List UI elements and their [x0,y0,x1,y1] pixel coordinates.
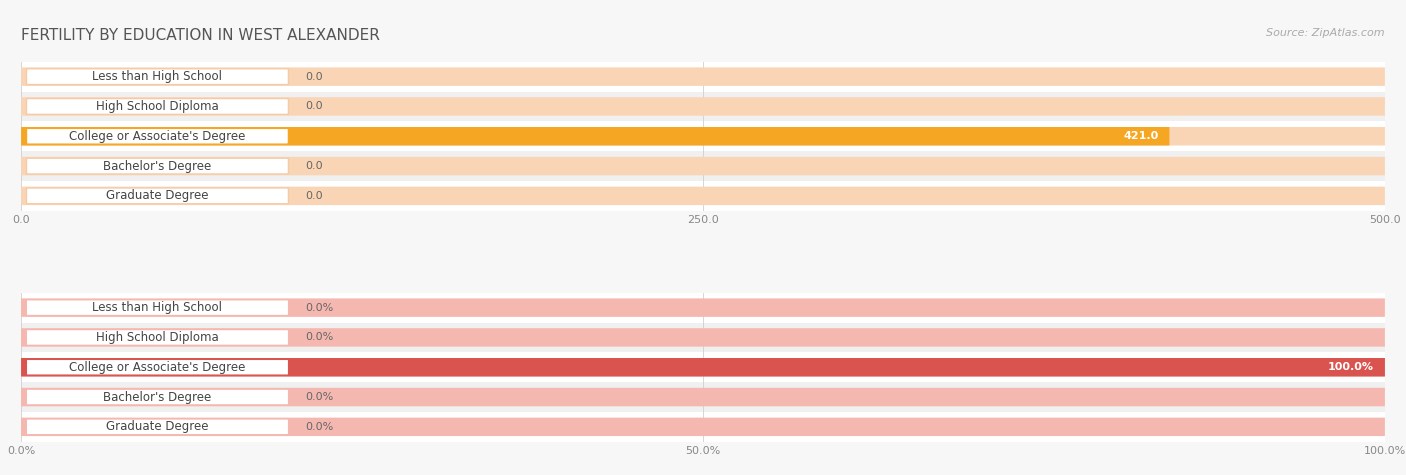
Text: 100.0%: 100.0% [1329,362,1374,372]
Text: 0.0%: 0.0% [305,392,333,402]
Text: High School Diploma: High School Diploma [96,331,219,344]
FancyBboxPatch shape [21,388,1385,406]
Text: 0.0: 0.0 [305,72,322,82]
FancyBboxPatch shape [27,360,288,375]
FancyBboxPatch shape [21,358,1385,377]
FancyBboxPatch shape [21,62,1385,92]
FancyBboxPatch shape [21,323,1385,352]
FancyBboxPatch shape [21,382,1385,412]
FancyBboxPatch shape [21,151,1385,181]
Text: Graduate Degree: Graduate Degree [107,190,208,202]
FancyBboxPatch shape [21,328,1385,347]
FancyBboxPatch shape [27,389,288,405]
Text: Less than High School: Less than High School [93,70,222,83]
FancyBboxPatch shape [21,67,1385,86]
FancyBboxPatch shape [21,92,1385,121]
FancyBboxPatch shape [21,352,1385,382]
Text: 421.0: 421.0 [1123,131,1159,141]
Text: 0.0%: 0.0% [305,332,333,342]
Text: Bachelor's Degree: Bachelor's Degree [104,390,211,404]
Text: 0.0%: 0.0% [305,303,333,313]
FancyBboxPatch shape [21,358,1385,377]
Text: High School Diploma: High School Diploma [96,100,219,113]
FancyBboxPatch shape [27,158,288,174]
Text: Bachelor's Degree: Bachelor's Degree [104,160,211,172]
FancyBboxPatch shape [27,188,288,204]
FancyBboxPatch shape [27,300,288,315]
Text: Graduate Degree: Graduate Degree [107,420,208,433]
FancyBboxPatch shape [27,330,288,345]
FancyBboxPatch shape [21,127,1170,145]
FancyBboxPatch shape [21,412,1385,442]
Text: Source: ZipAtlas.com: Source: ZipAtlas.com [1267,28,1385,38]
FancyBboxPatch shape [21,293,1385,323]
FancyBboxPatch shape [21,181,1385,211]
FancyBboxPatch shape [21,157,1385,175]
FancyBboxPatch shape [21,121,1385,151]
FancyBboxPatch shape [21,97,1385,116]
FancyBboxPatch shape [27,98,288,114]
Text: 0.0: 0.0 [305,161,322,171]
FancyBboxPatch shape [21,298,1385,317]
FancyBboxPatch shape [21,187,1385,205]
Text: 0.0: 0.0 [305,191,322,201]
FancyBboxPatch shape [21,418,1385,436]
Text: College or Associate's Degree: College or Associate's Degree [69,361,246,374]
Text: FERTILITY BY EDUCATION IN WEST ALEXANDER: FERTILITY BY EDUCATION IN WEST ALEXANDER [21,28,380,44]
FancyBboxPatch shape [27,419,288,435]
Text: College or Associate's Degree: College or Associate's Degree [69,130,246,143]
Text: 0.0: 0.0 [305,102,322,112]
Text: Less than High School: Less than High School [93,301,222,314]
FancyBboxPatch shape [21,127,1385,145]
FancyBboxPatch shape [27,128,288,144]
FancyBboxPatch shape [27,69,288,85]
Text: 0.0%: 0.0% [305,422,333,432]
